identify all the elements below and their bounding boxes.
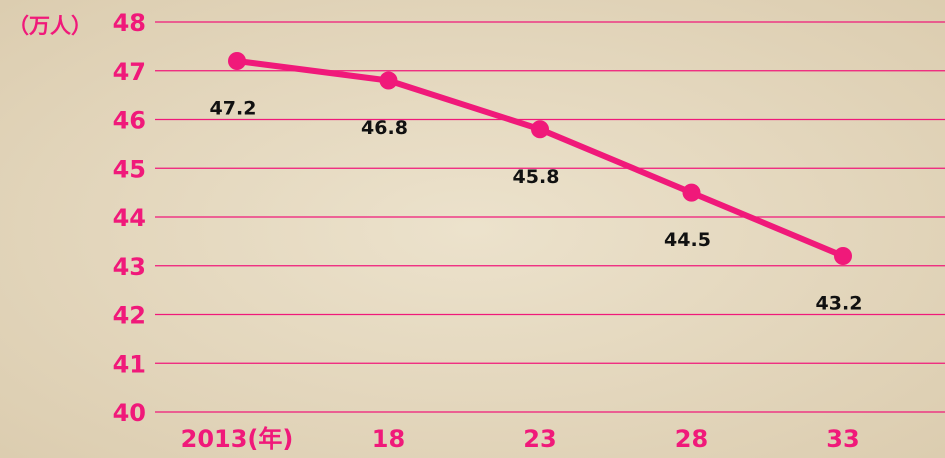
y-tick-label: 42 xyxy=(113,302,146,330)
data-label: 45.8 xyxy=(513,166,560,188)
y-tick-label: 45 xyxy=(113,155,146,183)
x-tick-label: 28 xyxy=(675,425,708,453)
x-tick-label: 2013(年) xyxy=(181,425,294,453)
data-point xyxy=(682,183,701,202)
data-point xyxy=(228,52,246,70)
y-tick-label: 44 xyxy=(113,204,146,232)
y-axis-label: （万人） xyxy=(8,14,92,38)
x-tick-label: 33 xyxy=(826,425,859,453)
data-label: 43.2 xyxy=(816,293,863,315)
data-label: 46.8 xyxy=(361,117,408,139)
data-label: 47.2 xyxy=(210,98,257,120)
data-point xyxy=(379,71,398,90)
y-tick-label: 43 xyxy=(113,253,146,281)
data-label: 44.5 xyxy=(664,229,711,251)
y-tick-label: 47 xyxy=(113,58,146,86)
x-tick-label: 18 xyxy=(372,425,405,453)
y-tick-label: 48 xyxy=(113,9,146,37)
data-point xyxy=(834,247,852,265)
y-tick-label: 41 xyxy=(113,350,146,378)
y-tick-label: 46 xyxy=(113,107,146,135)
y-tick-label: 40 xyxy=(113,399,146,427)
data-point xyxy=(531,120,549,139)
x-tick-label: 23 xyxy=(523,425,556,453)
